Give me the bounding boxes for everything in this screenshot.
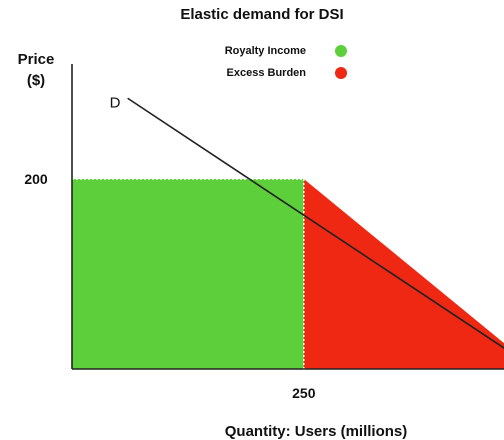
chart-guides xyxy=(72,178,305,369)
region-excess-burden xyxy=(303,179,504,369)
legend-swatch-royalty-income xyxy=(335,45,347,57)
tick-labels: 250500200 xyxy=(24,171,316,401)
x-tick-label: 250 xyxy=(292,385,316,401)
y-tick-label: 200 xyxy=(24,171,48,187)
legend-label-royalty-income: Royalty Income xyxy=(225,45,306,57)
chart-regions xyxy=(72,179,504,369)
chart-title: Elastic demand for DSI xyxy=(180,6,343,23)
y-axis-unit: ($) xyxy=(27,72,45,89)
legend: Royalty Income Excess Burden xyxy=(225,45,347,79)
legend-label-excess-burden: Excess Burden xyxy=(227,67,307,79)
y-axis-label: Price xyxy=(18,51,55,68)
x-axis-label: Quantity: Users (millions) xyxy=(225,423,408,440)
curve-labels: DD xyxy=(110,94,121,111)
region-royalty-income xyxy=(72,179,304,369)
demand-curve-line xyxy=(127,97,504,349)
legend-swatch-excess-burden xyxy=(335,67,347,79)
demand-curve-label-top: D xyxy=(110,94,121,111)
